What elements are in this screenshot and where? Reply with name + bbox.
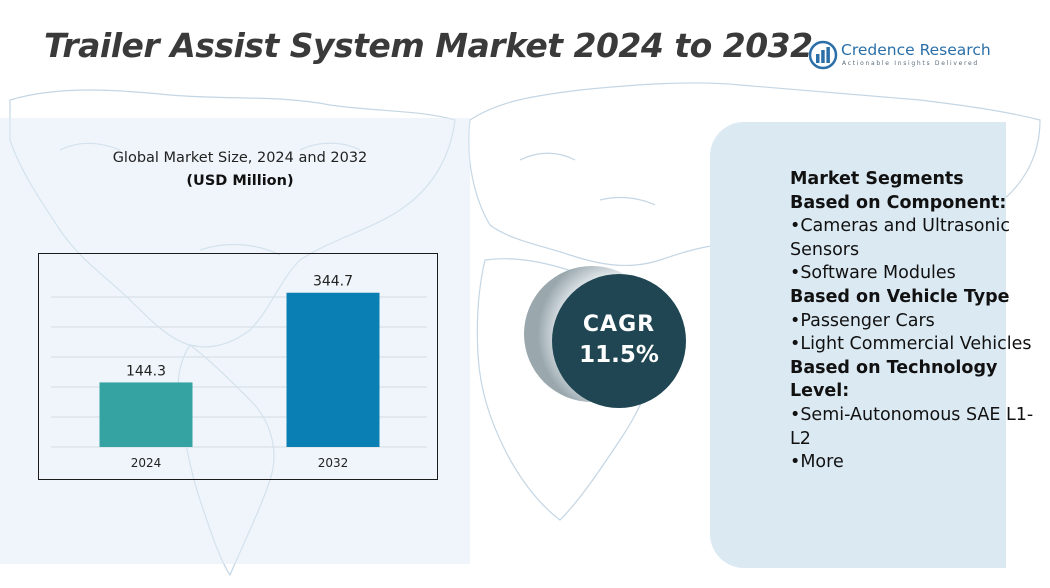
segments-list: Market Segments Based on Component: •Cam…	[790, 168, 1040, 475]
x-tick-label: 2032	[318, 456, 349, 470]
x-tick-label: 2024	[131, 456, 162, 470]
segment-item: •Passenger Cars	[790, 310, 935, 331]
segment-item: •Software Modules	[790, 263, 956, 284]
bar-2024	[99, 382, 193, 447]
chart-title: Global Market Size, 2024 and 2032	[112, 150, 368, 166]
segments-heading: Market Segments	[790, 169, 964, 189]
cagr-badge: CAGR 11.5%	[552, 274, 686, 408]
chart-unit-label: (USD Million)	[186, 173, 294, 189]
segment-group-title: Based on Vehicle Type	[790, 286, 1010, 307]
bar-value-label: 344.7	[313, 274, 353, 290]
segment-item: •Cameras and Ultrasonic Sensors	[790, 216, 1011, 260]
page-title: Trailer Assist System Market 2024 to 203…	[44, 26, 813, 65]
segment-group-title: Based on Technology Level:	[790, 357, 998, 402]
logo-name: Credence Research	[841, 41, 991, 59]
credence-research-logo: Credence Research Actionable Insights De…	[808, 40, 991, 72]
bar-2032	[286, 292, 380, 447]
segment-group-title: Based on Component:	[790, 192, 1007, 213]
cagr-label: CAGR	[582, 312, 656, 337]
segments-panel	[710, 122, 1006, 568]
bar-value-label: 144.3	[126, 363, 166, 379]
bar-chart: 144.3 2024 344.7 2032	[38, 253, 438, 480]
segment-item: •Semi-Autonomous SAE L1-L2	[790, 404, 1034, 449]
bar-chart-plot: 144.3 2024 344.7 2032	[51, 274, 427, 470]
chart-panel	[0, 118, 470, 564]
bar-chart-logo-icon	[808, 40, 838, 70]
segment-item: •Light Commercial Vehicles	[790, 334, 1032, 355]
segment-item: •More	[790, 452, 844, 473]
cagr-value: 11.5%	[579, 342, 659, 368]
logo-tagline: Actionable Insights Delivered	[842, 60, 979, 67]
